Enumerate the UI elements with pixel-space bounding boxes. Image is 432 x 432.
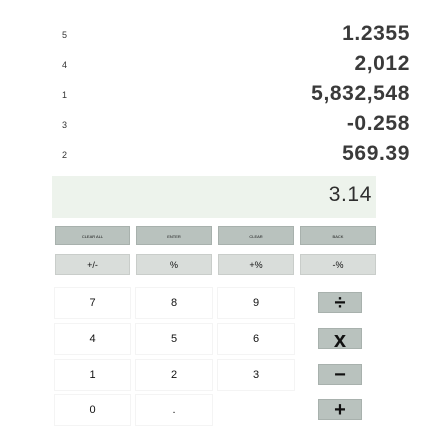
stack-value: 2,012: [354, 52, 410, 75]
stack-value: -0.258: [346, 112, 410, 135]
stack-row: 4 2,012: [0, 52, 432, 82]
stack-value: 569.39: [342, 142, 410, 165]
clear-all-button[interactable]: CLEAR ALL: [55, 226, 130, 245]
stack-index: 5: [62, 30, 68, 40]
percent-add-button[interactable]: +%: [218, 254, 294, 275]
stack-row: 2 569.39: [0, 142, 432, 172]
digit-3-button[interactable]: 3: [218, 360, 294, 390]
digit-8-button[interactable]: 8: [136, 288, 212, 318]
stack-value: 5,832,548: [311, 82, 410, 105]
entry-value: 3.14: [328, 183, 372, 206]
digit-2-button[interactable]: 2: [136, 360, 212, 390]
clear-button[interactable]: CLEAR: [218, 226, 294, 245]
stack-row: 1 5,832,548: [0, 82, 432, 112]
digit-6-button[interactable]: 6: [218, 324, 294, 354]
decimal-point-button[interactable]: .: [136, 395, 212, 425]
stack-row: 3 -0.258: [0, 112, 432, 142]
digit-0-button[interactable]: 0: [55, 395, 130, 425]
negate-button[interactable]: +/-: [55, 254, 130, 275]
digit-1-button[interactable]: 1: [55, 360, 130, 390]
back-button[interactable]: BACK: [300, 226, 376, 245]
divide-button[interactable]: ÷: [318, 292, 362, 314]
digit-5-button[interactable]: 5: [136, 324, 212, 354]
subtract-button[interactable]: −: [318, 364, 362, 386]
stack-index: 1: [62, 90, 68, 100]
add-button[interactable]: +: [318, 399, 362, 421]
digit-4-button[interactable]: 4: [55, 324, 130, 354]
percent-button[interactable]: %: [136, 254, 212, 275]
multiply-button[interactable]: x: [318, 328, 362, 351]
stack-index: 4: [62, 60, 68, 70]
digit-7-button[interactable]: 7: [55, 288, 130, 318]
enter-button[interactable]: ENTER: [136, 226, 212, 245]
digit-9-button[interactable]: 9: [218, 288, 294, 318]
stack-index: 3: [62, 120, 68, 130]
stack-value: 1.2355: [342, 22, 410, 45]
stack-index: 2: [62, 150, 68, 160]
stack-display: 5 1.2355 4 2,012 1 5,832,548 3 -0.258 2 …: [0, 0, 432, 176]
entry-field[interactable]: 3.14: [52, 176, 376, 218]
percent-subtract-button[interactable]: -%: [300, 254, 376, 275]
stack-row: 5 1.2355: [0, 22, 432, 52]
